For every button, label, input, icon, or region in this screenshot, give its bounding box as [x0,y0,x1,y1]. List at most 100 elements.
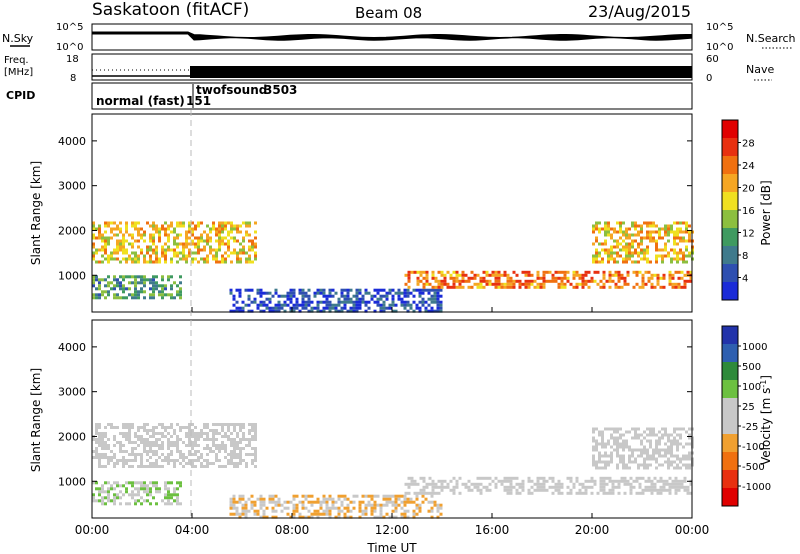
data-cell [176,447,179,450]
data-cell [494,276,498,280]
data-cell [670,224,673,228]
data-cell [440,485,444,489]
data-cell [92,254,95,258]
data-cell [164,493,167,497]
data-cell [95,275,98,279]
data-cell [173,230,176,234]
data-cell [113,287,116,291]
data-cell [607,257,610,261]
data-cell [410,476,414,480]
data-cell [310,309,314,313]
y-tick-label: 2000 [58,224,86,237]
data-cell [412,288,416,292]
data-cell [358,291,362,295]
data-cell [634,436,637,440]
data-cell [170,293,173,297]
data-cell [241,309,245,313]
data-cell [179,224,182,228]
data-cell [95,423,98,426]
data-cell [461,482,465,486]
data-cell [428,482,432,486]
data-cell [236,423,239,426]
data-cell [283,294,287,298]
data-cell [634,221,637,225]
data-cell [664,430,667,434]
data-cell [128,423,131,426]
data-cell [667,433,670,437]
data-cell [598,466,601,470]
data-cell [590,276,594,280]
data-cell [608,488,612,492]
data-cell [253,509,257,513]
data-cell [688,427,691,431]
data-cell [146,487,149,491]
data-cell [557,491,561,495]
data-cell [200,465,203,468]
data-cell [403,291,407,295]
data-cell [173,251,176,255]
data-cell [209,462,212,465]
data-cell [238,291,242,295]
data-cell [203,239,206,243]
data-cell [394,500,398,504]
data-cell [233,438,236,441]
data-cell [424,309,428,313]
data-cell [551,476,555,480]
data-cell [92,233,95,237]
data-cell [161,224,164,228]
data-cell [101,293,104,297]
data-cell [578,282,582,286]
data-cell [686,485,690,489]
velocity-colorbar-label: Velocity [m s-1] [759,375,774,465]
data-cell [364,303,368,307]
data-cell [617,276,621,280]
data-cell [599,485,603,489]
data-cell [521,488,525,492]
data-cell [191,230,194,234]
data-cell [286,294,290,298]
data-cell [587,279,591,283]
colorbar-tick-label: -100 [742,442,765,453]
data-cell [653,285,657,289]
data-cell [271,500,275,504]
data-cell [664,254,667,258]
data-cell [421,288,425,292]
data-cell [149,260,152,264]
data-cell [95,278,98,282]
data-cell [277,300,281,304]
data-cell [242,248,245,252]
data-cell [625,442,628,446]
data-cell [188,438,191,441]
data-cell [637,242,640,246]
data-cell [197,260,200,264]
data-cell [251,248,254,252]
data-cell [500,273,504,277]
data-cell [539,276,543,280]
data-cell [640,236,643,240]
data-cell [289,294,293,298]
data-cell [170,459,173,462]
data-cell [107,423,110,426]
data-cell [232,497,236,501]
data-cell [164,429,167,432]
data-cell [301,306,305,310]
data-cell [277,500,281,504]
data-cell [107,236,110,240]
data-cell [167,426,170,429]
data-cell [113,435,116,438]
data-cell [628,245,631,249]
data-cell [367,306,371,310]
data-cell [191,462,194,465]
data-cell [134,290,137,294]
data-cell [328,288,332,292]
data-cell [239,426,242,429]
data-cell [647,488,651,492]
data-cell [176,251,179,255]
data-cell [542,273,546,277]
data-cell [560,282,564,286]
data-cell [518,279,522,283]
data-cell [625,242,628,246]
data-cell [122,284,125,288]
data-cell [173,462,176,465]
